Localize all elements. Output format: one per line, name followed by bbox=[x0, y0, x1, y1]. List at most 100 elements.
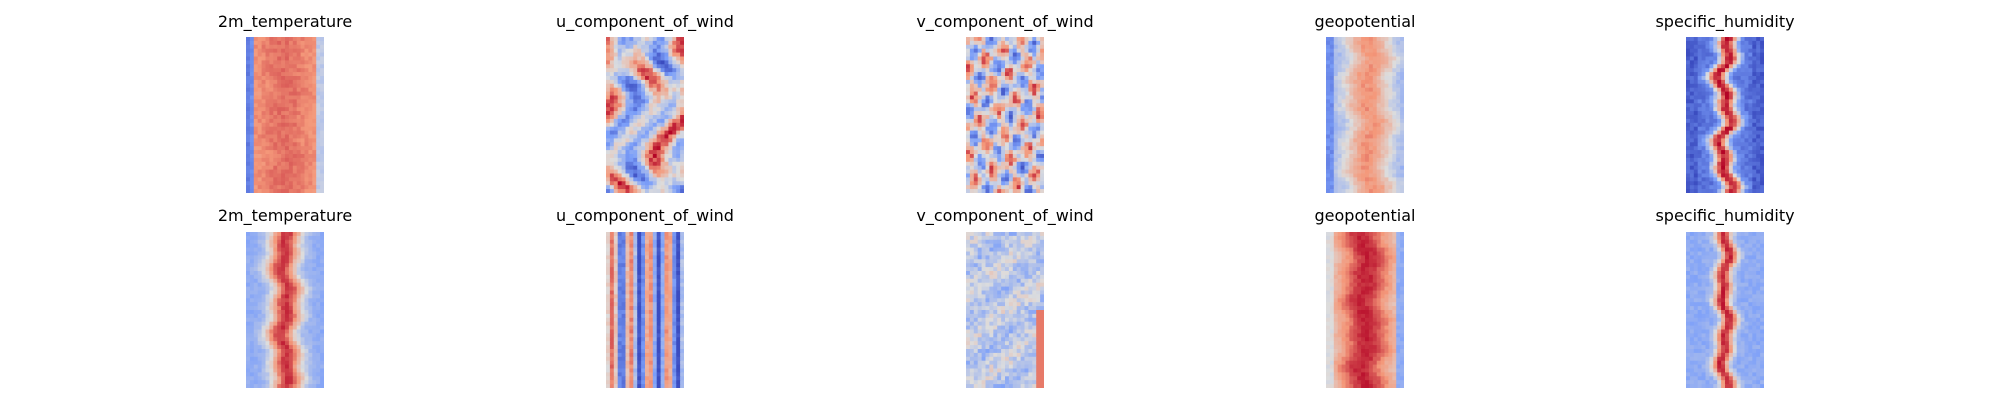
heatmap-cell bbox=[1400, 173, 1404, 178]
heatmap-cell bbox=[304, 302, 309, 307]
heatmap-cell bbox=[1713, 118, 1718, 124]
heatmap-cell bbox=[1016, 177, 1022, 182]
heatmap-cell bbox=[1337, 126, 1343, 132]
heatmap-cell bbox=[257, 321, 263, 327]
heatmap-cell bbox=[1725, 111, 1730, 116]
panel-title: geopotential bbox=[1314, 12, 1416, 31]
heatmap-cell bbox=[265, 181, 270, 186]
heatmap-cell bbox=[296, 384, 302, 388]
heatmap-cell bbox=[1326, 118, 1331, 124]
heatmap-cell bbox=[660, 247, 666, 253]
heatmap-cell bbox=[261, 107, 267, 112]
heatmap-cell bbox=[292, 189, 298, 193]
heatmap-cell bbox=[1365, 169, 1370, 175]
heatmap-cell bbox=[320, 189, 324, 193]
heatmap-cell bbox=[292, 271, 298, 276]
heatmap-cell bbox=[1705, 40, 1710, 46]
heatmap-cell bbox=[613, 122, 619, 128]
heatmap-cell bbox=[648, 239, 654, 245]
heatmap-cell bbox=[672, 87, 677, 93]
heatmap-cell bbox=[320, 282, 324, 288]
heatmap-cell bbox=[312, 310, 317, 315]
heatmap-cell bbox=[265, 95, 270, 100]
heatmap-cell bbox=[1400, 165, 1404, 171]
heatmap-cell bbox=[617, 177, 623, 182]
heatmap-cell bbox=[1024, 56, 1029, 61]
heatmap-cell bbox=[261, 278, 267, 284]
heatmap-cell bbox=[300, 345, 306, 350]
heatmap-cell bbox=[1020, 146, 1026, 151]
heatmap-cell bbox=[246, 87, 251, 93]
heatmap-cell bbox=[246, 111, 251, 116]
heatmap-cell bbox=[1028, 91, 1033, 97]
heatmap-cell bbox=[308, 349, 313, 354]
heatmap-cell bbox=[273, 177, 278, 182]
heatmap-cell bbox=[308, 368, 313, 373]
heatmap-cell bbox=[269, 157, 274, 163]
heatmap-cell bbox=[246, 243, 251, 249]
heatmap-cell bbox=[308, 44, 313, 50]
heatmap-cell bbox=[249, 87, 255, 93]
heatmap-cell bbox=[977, 56, 983, 61]
heatmap-cell bbox=[1333, 48, 1339, 54]
heatmap-cell bbox=[966, 130, 971, 136]
heatmap-cell bbox=[246, 161, 251, 167]
heatmap-cell bbox=[1392, 142, 1397, 147]
heatmap-cell bbox=[1705, 99, 1710, 104]
heatmap-cell bbox=[265, 56, 270, 61]
heatmap-cell bbox=[985, 87, 990, 93]
heatmap-cell bbox=[296, 150, 302, 155]
heatmap-cell bbox=[249, 115, 255, 120]
heatmap-cell bbox=[1752, 83, 1757, 89]
heatmap-cell bbox=[617, 157, 623, 163]
heatmap-cell bbox=[613, 150, 619, 155]
heatmap-cell bbox=[1713, 52, 1718, 58]
heatmap-cell bbox=[637, 37, 642, 42]
heatmap-cell bbox=[285, 44, 290, 50]
heatmap-cell bbox=[1760, 189, 1764, 193]
heatmap-cell bbox=[660, 126, 666, 132]
heatmap-cell bbox=[1028, 95, 1033, 100]
heatmap-cell bbox=[1372, 177, 1378, 182]
heatmap-cell bbox=[1701, 95, 1707, 100]
heatmap-cell bbox=[1740, 91, 1746, 97]
heatmap-cell bbox=[285, 278, 290, 284]
heatmap-cell bbox=[621, 142, 627, 147]
heatmap-cell bbox=[1341, 60, 1347, 65]
heatmap-cell bbox=[1752, 87, 1757, 93]
heatmap-cell bbox=[641, 146, 646, 151]
heatmap-cell bbox=[1372, 181, 1378, 186]
heatmap-cell bbox=[1701, 83, 1707, 89]
heatmap-cell bbox=[261, 243, 267, 249]
heatmap-cell bbox=[1028, 56, 1033, 61]
heatmap-cell bbox=[1036, 99, 1041, 104]
heatmap-cell bbox=[648, 52, 654, 58]
heatmap-cell bbox=[1756, 37, 1761, 42]
heatmap-cell bbox=[993, 169, 998, 175]
heatmap-cell bbox=[300, 60, 306, 65]
heatmap-cell bbox=[261, 83, 267, 89]
heatmap-cell bbox=[261, 337, 267, 342]
heatmap-cell bbox=[261, 118, 267, 124]
heatmap-cell bbox=[1326, 130, 1331, 136]
heatmap-cell bbox=[1345, 68, 1350, 73]
heatmap-cell bbox=[273, 239, 278, 245]
heatmap-cell bbox=[1024, 169, 1029, 175]
heatmap-cell bbox=[316, 150, 321, 155]
heatmap-cell bbox=[641, 60, 646, 65]
heatmap-cell bbox=[1384, 138, 1389, 143]
heatmap-cell bbox=[1705, 165, 1710, 171]
heatmap-cell bbox=[625, 146, 630, 151]
heatmap-cell bbox=[1376, 44, 1382, 50]
heatmap-cell bbox=[1380, 76, 1386, 81]
heatmap-cell bbox=[1736, 169, 1742, 175]
heatmap-cell bbox=[676, 130, 681, 136]
heatmap-cell bbox=[985, 44, 990, 50]
heatmap-cell bbox=[261, 364, 267, 370]
heatmap-cell bbox=[633, 99, 638, 104]
heatmap-cell bbox=[1697, 64, 1703, 69]
heatmap-cell bbox=[1028, 107, 1033, 112]
heatmap-cell bbox=[261, 115, 267, 120]
heatmap-cell bbox=[285, 95, 290, 100]
heatmap-cell bbox=[633, 103, 638, 108]
